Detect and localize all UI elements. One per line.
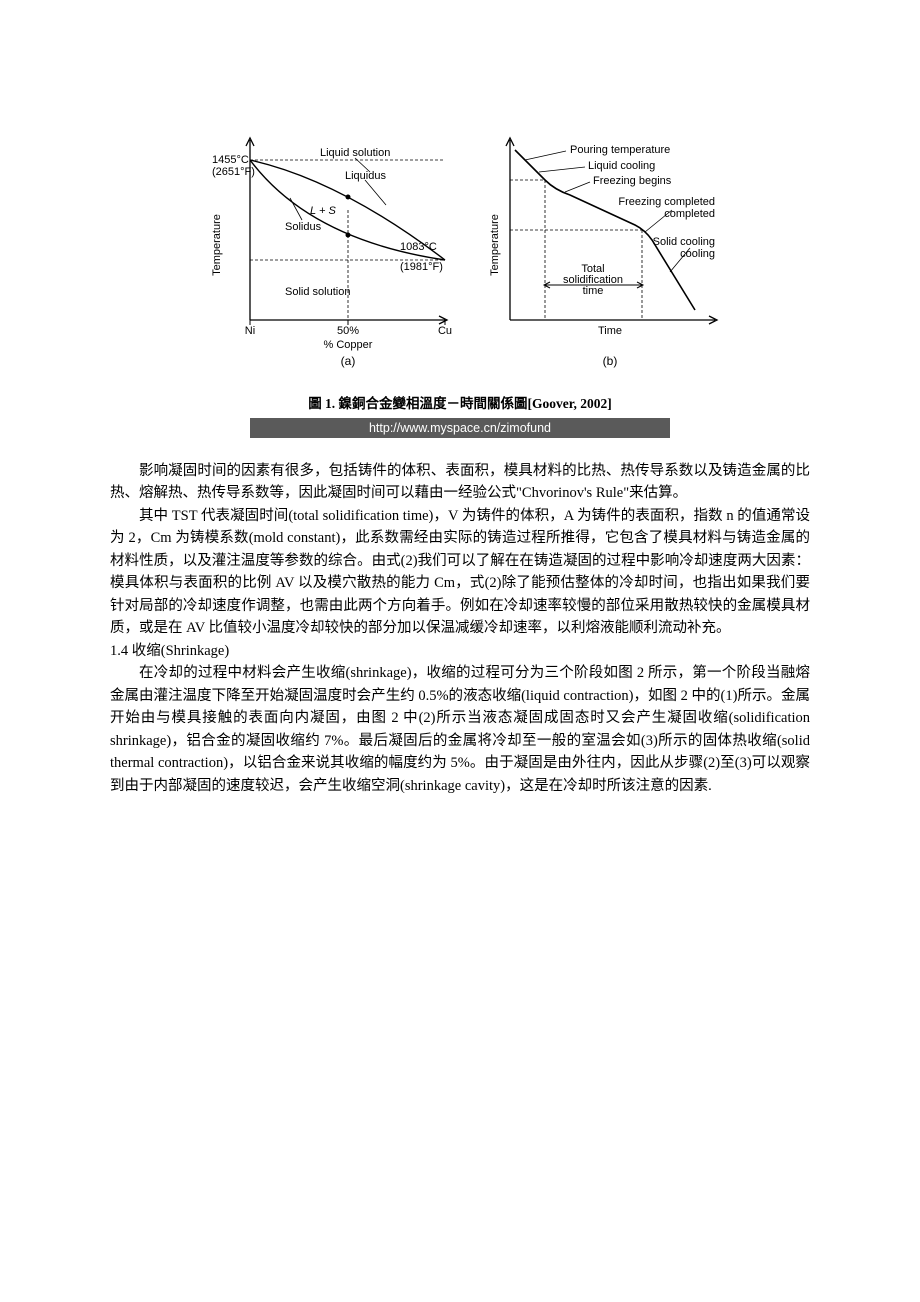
svg-text:Ni: Ni	[245, 325, 255, 337]
svg-text:(a): (a)	[341, 354, 356, 368]
svg-text:Freezing begins: Freezing begins	[593, 175, 672, 187]
svg-text:Solidus: Solidus	[285, 221, 322, 233]
svg-text:(b): (b)	[603, 354, 618, 368]
svg-text:Cu: Cu	[438, 325, 452, 337]
phase-diagram-svg: Temperature 1455°C (2651°F) Liquid solut…	[190, 120, 730, 380]
svg-text:(2651°F): (2651°F)	[212, 166, 255, 178]
paragraph-3: 在冷却的过程中材料会产生收缩(shrinkage)，收缩的过程可分为三个阶段如图…	[110, 662, 810, 797]
svg-text:Freezing completed: Freezing completed	[618, 196, 715, 208]
svg-text:Temperature: Temperature	[489, 214, 501, 276]
url-bar: http://www.myspace.cn/zimofund	[250, 418, 670, 438]
svg-text:time: time	[583, 285, 604, 297]
figure-caption: 圖 1. 鎳銅合金變相溫度－時間關係圖[Goover, 2002]	[190, 392, 730, 412]
svg-text:Time: Time	[598, 325, 622, 337]
paragraph-1: 影响凝固时间的因素有很多，包括铸件的体积、表面积，模具材料的比热、热传导系数以及…	[110, 460, 810, 505]
svg-text:Solid solution: Solid solution	[285, 286, 350, 298]
figure-1: Temperature 1455°C (2651°F) Liquid solut…	[110, 120, 810, 452]
section-heading-1-4: 1.4 收缩(Shrinkage)	[110, 640, 810, 662]
svg-text:(1981°F): (1981°F)	[400, 261, 443, 273]
svg-text:1455°C: 1455°C	[212, 154, 249, 166]
paragraph-2: 其中 TST 代表凝固时间(total solidification time)…	[110, 505, 810, 640]
svg-text:Liquid solution: Liquid solution	[320, 147, 390, 159]
svg-text:50%: 50%	[337, 325, 359, 337]
svg-text:completed: completed	[664, 208, 715, 220]
svg-text:1083°C: 1083°C	[400, 241, 437, 253]
svg-text:Solid cooling: Solid cooling	[653, 236, 715, 248]
svg-text:Pouring temperature: Pouring temperature	[570, 144, 670, 156]
svg-text:Liquid cooling: Liquid cooling	[588, 160, 655, 172]
svg-text:Liquidus: Liquidus	[345, 170, 386, 182]
svg-text:L + S: L + S	[310, 205, 336, 217]
svg-text:Temperature: Temperature	[211, 214, 223, 276]
svg-text:% Copper: % Copper	[324, 339, 373, 351]
